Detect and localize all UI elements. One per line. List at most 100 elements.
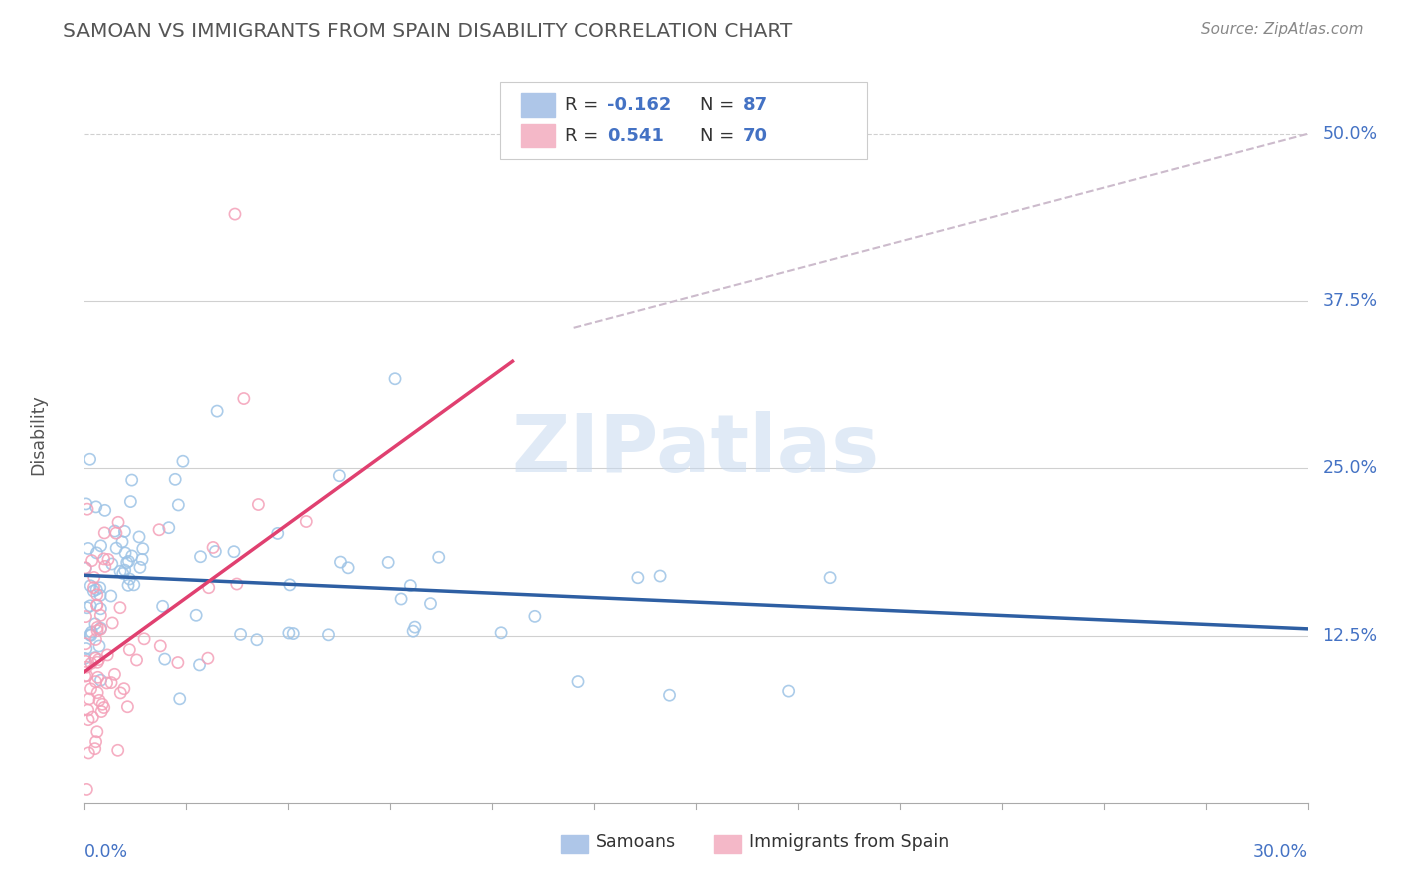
Point bbox=[87, 693, 110, 707]
Text: 0.0%: 0.0% bbox=[84, 843, 128, 862]
Point bbox=[84, 735, 107, 749]
Point bbox=[101, 615, 124, 630]
Point bbox=[172, 454, 194, 468]
Point bbox=[83, 570, 105, 584]
Point bbox=[377, 556, 399, 570]
Point bbox=[86, 670, 108, 684]
Point bbox=[489, 625, 512, 640]
Point bbox=[93, 700, 115, 714]
Point bbox=[627, 571, 650, 585]
Point bbox=[120, 494, 142, 508]
Text: N =: N = bbox=[700, 127, 740, 145]
Point bbox=[197, 651, 219, 665]
Point bbox=[86, 588, 108, 602]
Text: R =: R = bbox=[565, 95, 605, 114]
Point bbox=[114, 546, 136, 560]
Text: ZIPatlas: ZIPatlas bbox=[512, 410, 880, 489]
Point bbox=[73, 669, 96, 683]
Point bbox=[76, 600, 98, 615]
Point bbox=[167, 656, 190, 670]
Point bbox=[224, 207, 246, 221]
Text: 37.5%: 37.5% bbox=[1322, 292, 1378, 310]
Point bbox=[75, 641, 97, 656]
Point bbox=[389, 592, 412, 607]
Point bbox=[399, 579, 422, 593]
Text: 70: 70 bbox=[742, 127, 768, 145]
Point bbox=[246, 632, 269, 647]
Point bbox=[75, 561, 97, 575]
Point bbox=[205, 404, 228, 418]
Point bbox=[75, 609, 97, 624]
Point bbox=[84, 582, 107, 597]
Text: -0.162: -0.162 bbox=[606, 95, 671, 114]
FancyBboxPatch shape bbox=[501, 81, 868, 159]
Point bbox=[318, 628, 340, 642]
Point bbox=[89, 601, 111, 615]
Point bbox=[75, 637, 97, 651]
Point bbox=[165, 472, 187, 486]
Point bbox=[283, 626, 305, 640]
Point bbox=[89, 581, 111, 595]
Point bbox=[94, 559, 117, 574]
Text: 12.5%: 12.5% bbox=[1322, 626, 1378, 645]
Point bbox=[110, 686, 132, 700]
Point bbox=[202, 541, 225, 555]
Point bbox=[112, 524, 135, 539]
Point bbox=[148, 523, 170, 537]
Point bbox=[103, 524, 125, 538]
Point bbox=[229, 627, 252, 641]
Text: R =: R = bbox=[565, 127, 605, 145]
Point bbox=[132, 541, 155, 556]
Point bbox=[108, 564, 131, 578]
Point bbox=[121, 473, 143, 487]
Point bbox=[188, 657, 211, 672]
Point bbox=[111, 566, 134, 581]
Text: Source: ZipAtlas.com: Source: ZipAtlas.com bbox=[1201, 22, 1364, 37]
Point bbox=[89, 622, 111, 636]
Point bbox=[86, 546, 108, 560]
Point bbox=[93, 552, 115, 566]
Point bbox=[86, 620, 108, 634]
Point bbox=[91, 698, 114, 712]
Point bbox=[73, 651, 96, 665]
Point bbox=[75, 654, 97, 668]
Point bbox=[149, 639, 172, 653]
Point bbox=[90, 621, 112, 635]
Point bbox=[402, 624, 425, 639]
Bar bbox=[522, 124, 555, 147]
Text: 30.0%: 30.0% bbox=[1253, 843, 1308, 862]
Point bbox=[77, 746, 100, 760]
Bar bbox=[522, 93, 555, 117]
Point bbox=[419, 597, 441, 611]
Point bbox=[84, 616, 107, 631]
Text: 50.0%: 50.0% bbox=[1322, 125, 1378, 143]
Text: N =: N = bbox=[700, 95, 740, 114]
Point bbox=[96, 676, 118, 690]
Point bbox=[93, 525, 115, 540]
Point bbox=[778, 684, 800, 698]
Point bbox=[232, 392, 254, 406]
Point bbox=[107, 516, 129, 530]
Point bbox=[107, 743, 129, 757]
Point bbox=[80, 625, 103, 640]
Text: 25.0%: 25.0% bbox=[1322, 459, 1378, 477]
Point bbox=[818, 571, 841, 585]
Point bbox=[90, 673, 112, 688]
Point bbox=[186, 608, 208, 623]
Point bbox=[167, 498, 190, 512]
Point bbox=[131, 552, 153, 566]
Point bbox=[83, 741, 105, 756]
Point bbox=[75, 561, 97, 575]
Point bbox=[79, 628, 101, 642]
Text: 87: 87 bbox=[742, 95, 768, 114]
Point bbox=[118, 642, 141, 657]
Point bbox=[117, 578, 139, 592]
Point bbox=[86, 686, 108, 700]
Point bbox=[105, 541, 128, 556]
Point bbox=[86, 724, 108, 739]
Point bbox=[153, 652, 176, 666]
Point bbox=[152, 599, 174, 614]
Point bbox=[114, 563, 136, 577]
Point bbox=[129, 560, 152, 574]
Point bbox=[122, 578, 145, 592]
